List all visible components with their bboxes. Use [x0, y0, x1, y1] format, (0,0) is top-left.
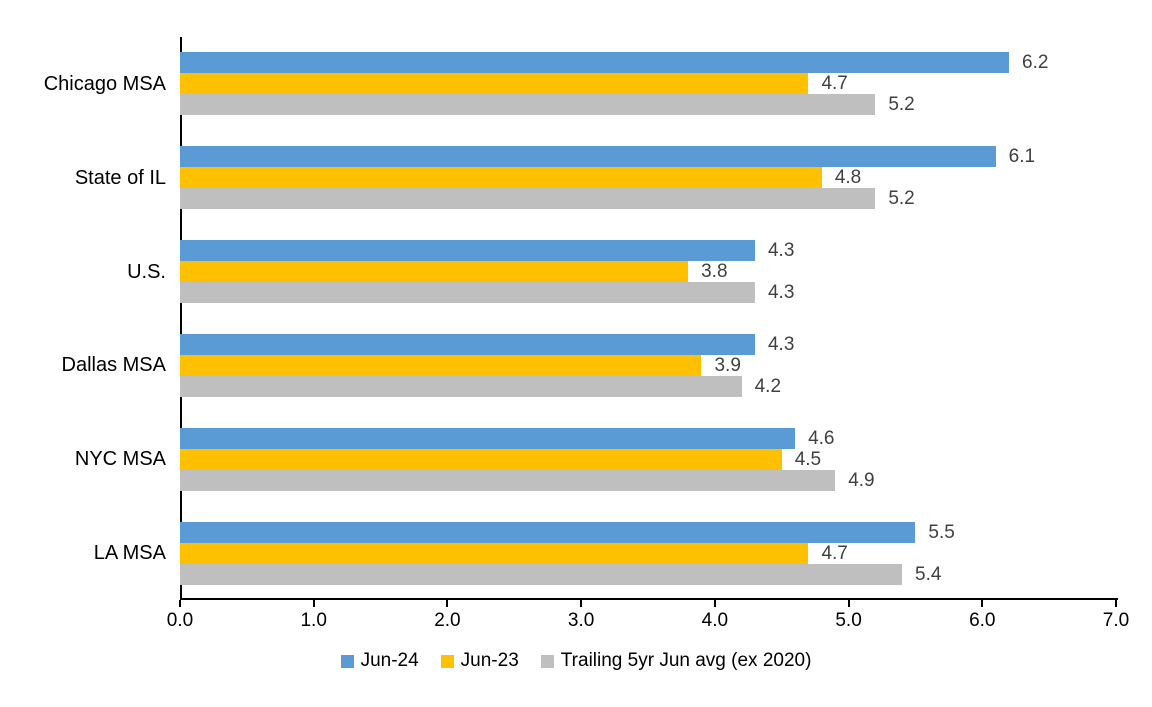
category-label: Chicago MSA	[43, 72, 166, 95]
legend-label: Trailing 5yr Jun avg (ex 2020)	[560, 650, 812, 671]
x-axis-tick-label: 6.0	[969, 610, 996, 631]
data-label: 5.2	[888, 94, 915, 116]
x-axis-tick	[847, 600, 850, 607]
legend-item: Jun-23	[440, 650, 519, 672]
x-axis-tick-label: 4.0	[701, 610, 729, 631]
data-label: 6.1	[1008, 146, 1036, 168]
x-axis-tick	[580, 600, 583, 607]
legend-swatch-icon	[540, 654, 554, 668]
bar-trailing-5yr-jun-avg-ex-2020-	[180, 282, 755, 304]
x-axis-tick-label: 5.0	[835, 610, 862, 631]
data-label: 6.2	[1022, 52, 1049, 74]
bar-jun-23	[180, 261, 689, 283]
bar-trailing-5yr-jun-avg-ex-2020-	[180, 563, 903, 585]
bar-jun-23	[180, 542, 809, 564]
bar-trailing-5yr-jun-avg-ex-2020-	[180, 94, 876, 116]
bar-jun-24	[180, 52, 1010, 74]
data-label: 4.3	[767, 282, 795, 304]
x-axis-tick	[446, 600, 449, 607]
data-label: 3.9	[714, 354, 741, 376]
data-label: 4.8	[834, 167, 862, 189]
x-axis-tick	[312, 600, 315, 607]
x-axis-tick	[179, 600, 181, 607]
x-axis-tick-label: 3.0	[567, 610, 595, 631]
x-axis-tick-label: 7.0	[1102, 610, 1130, 631]
bar-jun-24	[180, 333, 755, 355]
x-axis-tick	[1115, 600, 1117, 607]
legend-label: Jun-23	[460, 650, 519, 671]
bar-jun-24	[180, 146, 996, 168]
legend-swatch-icon	[440, 654, 454, 668]
data-label: 5.5	[928, 521, 955, 543]
bar-jun-24	[180, 521, 916, 543]
category-label: State of IL	[74, 166, 166, 189]
bar-jun-24	[180, 427, 796, 449]
legend: Jun-24 Jun-23 Trailing 5yr Jun avg (ex 202…	[0, 650, 1152, 672]
bar-trailing-5yr-jun-avg-ex-2020-	[180, 375, 742, 397]
legend-item: Jun-24	[340, 650, 419, 672]
data-label: 4.2	[754, 375, 782, 397]
legend-swatch-icon	[340, 654, 354, 668]
plot-area	[180, 37, 1118, 600]
bar-jun-23	[180, 73, 809, 95]
data-label: 4.7	[821, 542, 848, 564]
category-label: U.S.	[127, 260, 166, 283]
bar-jun-23	[180, 448, 782, 470]
x-axis-tick-label: 1.0	[300, 610, 327, 631]
x-axis-tick	[981, 600, 984, 607]
data-label: 5.4	[915, 563, 942, 585]
category-label: NYC MSA	[74, 448, 166, 471]
legend-item: Trailing 5yr Jun avg (ex 2020)	[540, 650, 812, 672]
data-label: 4.3	[767, 333, 795, 355]
data-label: 3.8	[701, 261, 728, 283]
data-label: 4.3	[767, 240, 795, 262]
category-label: Dallas MSA	[61, 354, 166, 377]
bar-jun-24	[180, 240, 755, 262]
x-axis-tick	[713, 600, 716, 607]
data-label: 5.2	[888, 188, 915, 210]
category-label: LA MSA	[93, 542, 166, 565]
data-label: 4.5	[794, 448, 822, 470]
bar-jun-23	[180, 167, 822, 189]
data-label: 4.6	[808, 427, 835, 449]
x-axis-tick-label: 2.0	[434, 610, 461, 631]
x-axis-tick-label: 0.0	[166, 610, 194, 631]
bar-jun-23	[180, 354, 702, 376]
data-label: 4.7	[821, 73, 848, 95]
bar-trailing-5yr-jun-avg-ex-2020-	[180, 469, 836, 491]
data-label: 4.9	[848, 469, 875, 491]
bar-trailing-5yr-jun-avg-ex-2020-	[180, 188, 876, 210]
legend-label: Jun-24	[360, 650, 419, 671]
